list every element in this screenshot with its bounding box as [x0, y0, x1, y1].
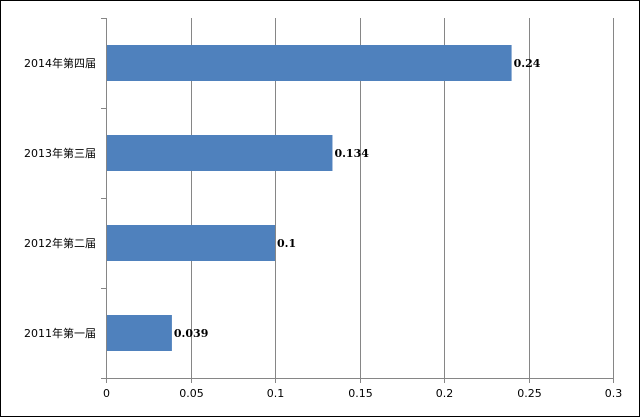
category-label: 2011年第一届: [24, 326, 96, 340]
bar: [107, 45, 512, 81]
category-label: 2014年第四届: [24, 56, 96, 70]
bar: [107, 225, 275, 261]
data-label: 0.039: [174, 327, 208, 340]
data-label: 0.24: [514, 57, 541, 70]
bar: [107, 315, 172, 351]
x-tick-label: 0.05: [179, 387, 204, 400]
labels: 0 0.05 0.1 0.15 0.2 0.25 0.3 2014年第四届 0.24 2013年第…: [24, 56, 622, 400]
category-label: 2013年第三届: [24, 146, 96, 160]
bar: [107, 135, 333, 171]
x-tick-label: 0: [103, 387, 110, 400]
x-tick-label: 0.2: [436, 387, 454, 400]
axes: [101, 18, 614, 383]
x-tick-label: 0.1: [267, 387, 285, 400]
data-label: 0.134: [334, 147, 369, 160]
data-label: 0.1: [277, 237, 296, 250]
x-tick-label: 0.3: [605, 387, 623, 400]
category-label: 2012年第二届: [24, 236, 96, 250]
x-tick-label: 0.15: [348, 387, 373, 400]
x-tick-label: 0.25: [517, 387, 542, 400]
bars: [107, 45, 512, 351]
